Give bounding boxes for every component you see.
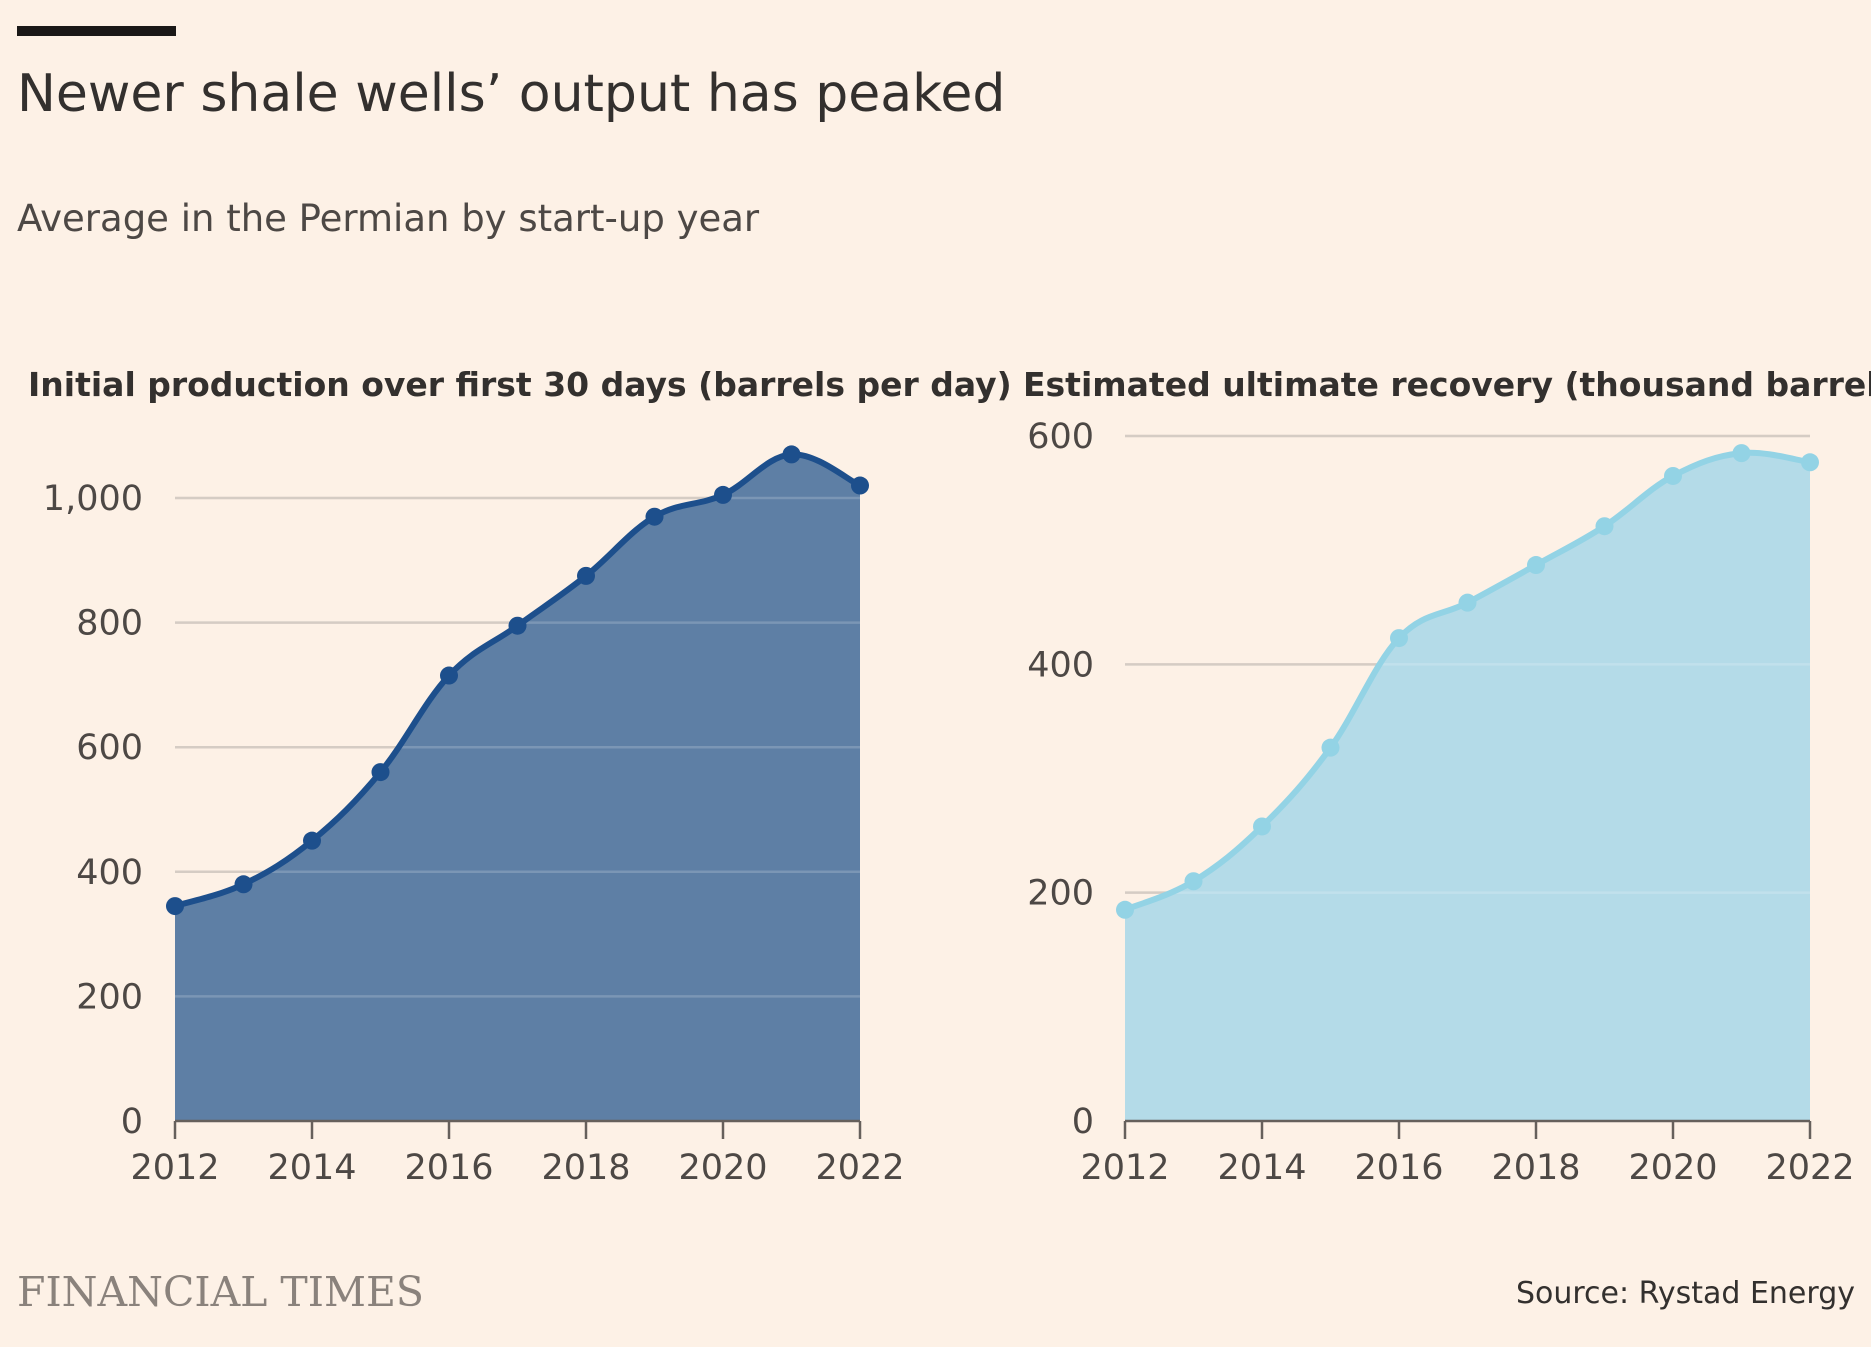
right-data-point bbox=[1595, 517, 1614, 536]
left-x-tick-label: 2016 bbox=[404, 1148, 493, 1188]
left-data-point bbox=[714, 485, 732, 504]
right-y-tick-label: 0 bbox=[1072, 1102, 1094, 1142]
right-x-tick-label: 2016 bbox=[1354, 1148, 1443, 1188]
chart-subtitle: Average in the Permian by start-up year bbox=[17, 197, 760, 240]
left-y-tick-label: 400 bbox=[76, 853, 143, 893]
left-panel-title: Initial production over first 30 days (b… bbox=[28, 365, 1012, 404]
right-y-tick-label: 400 bbox=[1027, 645, 1094, 685]
left-y-tick-label: 1,000 bbox=[43, 479, 143, 519]
right-data-point bbox=[1253, 817, 1271, 836]
right-data-point bbox=[1458, 593, 1477, 612]
left-data-point bbox=[371, 763, 390, 782]
top-accent-bar bbox=[17, 26, 176, 36]
right-y-tick-label: 200 bbox=[1027, 874, 1094, 914]
right-area-fill bbox=[1125, 452, 1810, 1121]
left-area-fill bbox=[175, 454, 860, 1121]
left-x-tick-label: 2018 bbox=[541, 1148, 630, 1188]
left-data-point bbox=[645, 507, 664, 526]
right-data-point bbox=[1184, 872, 1203, 891]
left-panel: Initial production over first 30 days (b… bbox=[28, 365, 1012, 1188]
right-y-tick-label: 600 bbox=[1027, 417, 1094, 457]
left-x-tick-label: 2022 bbox=[815, 1148, 904, 1188]
right-data-point bbox=[1801, 453, 1819, 472]
left-data-point bbox=[577, 566, 595, 585]
right-data-point bbox=[1390, 629, 1408, 648]
right-x-tick-label: 2018 bbox=[1491, 1148, 1580, 1188]
right-x-tick-label: 2022 bbox=[1765, 1148, 1854, 1188]
right-panel: Estimated ultimate recovery (thousand ba… bbox=[1023, 365, 1871, 1188]
ft-logo: FINANCIAL TIMES bbox=[17, 1268, 424, 1316]
left-data-point bbox=[303, 831, 321, 850]
right-data-point bbox=[1664, 466, 1682, 485]
right-panel-title: Estimated ultimate recovery (thousand ba… bbox=[1023, 365, 1871, 404]
left-x-tick-label: 2012 bbox=[130, 1148, 219, 1188]
right-x-tick-label: 2012 bbox=[1080, 1148, 1169, 1188]
left-data-point bbox=[166, 897, 184, 916]
right-data-point bbox=[1527, 556, 1545, 575]
right-x-tick-label: 2014 bbox=[1217, 1148, 1306, 1188]
left-y-tick-label: 600 bbox=[76, 728, 143, 768]
left-data-point bbox=[234, 875, 253, 894]
right-data-point bbox=[1732, 444, 1751, 463]
left-data-point bbox=[508, 616, 527, 635]
right-data-point bbox=[1321, 738, 1340, 757]
left-x-tick-label: 2014 bbox=[267, 1148, 356, 1188]
left-y-tick-label: 800 bbox=[76, 604, 143, 644]
left-y-tick-label: 200 bbox=[76, 977, 143, 1017]
left-x-tick-label: 2020 bbox=[678, 1148, 767, 1188]
right-series-line bbox=[1122, 449, 1813, 913]
chart-title: Newer shale wells’ output has peaked bbox=[17, 64, 1006, 124]
right-x-tick-label: 2020 bbox=[1628, 1148, 1717, 1188]
left-data-point bbox=[851, 476, 869, 495]
left-data-point bbox=[440, 666, 458, 685]
right-data-point bbox=[1116, 900, 1134, 919]
left-y-tick-label: 0 bbox=[121, 1102, 143, 1142]
left-data-point bbox=[782, 445, 801, 464]
source-note: Source: Rystad Energy bbox=[1515, 1276, 1855, 1311]
